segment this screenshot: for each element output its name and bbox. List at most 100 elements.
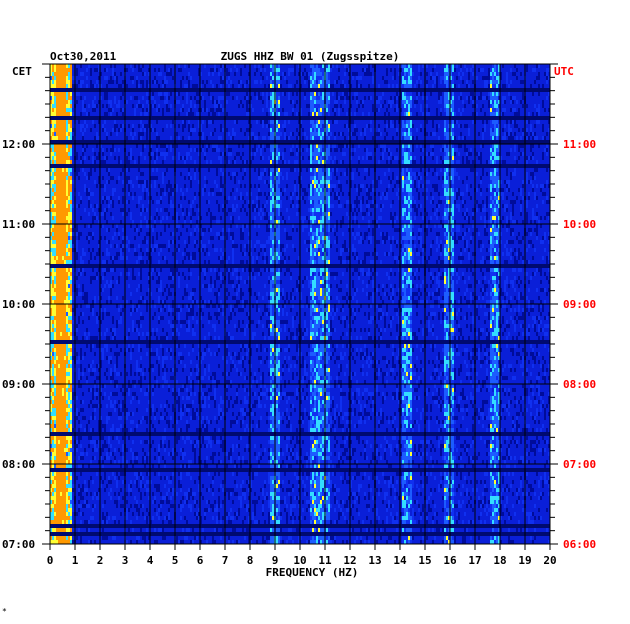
spectrogram-cell (218, 236, 220, 240)
spectrogram-cell (432, 152, 434, 156)
spectrogram-cell (70, 148, 72, 152)
spectrogram-cell (318, 256, 320, 260)
spectrogram-cell (368, 220, 370, 224)
spectrogram-cell (430, 200, 432, 204)
spectrogram-cell (488, 160, 490, 164)
spectrogram-cell (50, 72, 52, 76)
spectrogram-cell (340, 84, 342, 88)
spectrogram-cell (156, 176, 158, 180)
spectrogram-cell (276, 204, 278, 208)
spectrogram-cell (472, 64, 474, 68)
spectrogram-cell (118, 156, 120, 160)
spectrogram-cell (452, 244, 454, 248)
spectrogram-cell (430, 248, 432, 252)
spectrogram-cell (134, 248, 136, 252)
spectrogram-cell (78, 232, 80, 236)
spectrogram-cell (336, 168, 338, 172)
spectrogram-cell (186, 244, 188, 248)
spectrogram-cell (176, 212, 178, 216)
spectrogram-cell (234, 208, 236, 212)
spectrogram-cell (312, 192, 314, 196)
spectrogram-cell (64, 196, 66, 200)
spectrogram-cell (398, 256, 400, 260)
spectrogram-cell (198, 92, 200, 96)
spectrogram-cell (146, 224, 148, 228)
spectrogram-cell (210, 236, 212, 240)
spectrogram-cell (310, 256, 312, 260)
spectrogram-cell (268, 144, 270, 148)
spectrogram-cell (358, 260, 360, 264)
spectrogram-cell (64, 104, 66, 108)
spectrogram-cell (450, 120, 452, 124)
spectrogram-cell (326, 200, 328, 204)
spectrogram-cell (50, 160, 52, 164)
spectrogram-cell (496, 96, 498, 100)
spectrogram-cell (226, 100, 228, 104)
spectrogram-cell (332, 204, 334, 208)
spectrogram-cell (172, 188, 174, 192)
spectrogram-cell (50, 148, 52, 152)
spectrogram-cell (326, 176, 328, 180)
spectrogram-cell (444, 192, 446, 196)
spectrogram-cell (436, 124, 438, 128)
spectrogram-cell (436, 240, 438, 244)
spectrogram-cell (66, 152, 68, 156)
spectrogram-cell (492, 180, 494, 184)
spectrogram-cell (312, 228, 314, 232)
spectrogram-cell (216, 68, 218, 72)
spectrogram-cell (54, 136, 56, 140)
spectrogram-cell (450, 252, 452, 256)
spectrogram-cell (408, 252, 410, 256)
spectrogram-cell (326, 220, 328, 224)
spectrogram-cell (468, 152, 470, 156)
spectrogram-cell (406, 68, 408, 72)
spectrogram-cell (320, 208, 322, 212)
spectrogram-cell (356, 204, 358, 208)
spectrogram-cell (54, 152, 56, 156)
spectrogram-cell (402, 80, 404, 84)
spectrogram-cell (310, 84, 312, 88)
spectrogram-cell (54, 232, 56, 236)
spectrogram-cell (314, 152, 316, 156)
spectrogram-cell (150, 256, 152, 260)
spectrogram-cell (314, 160, 316, 164)
spectrogram-cell (204, 252, 206, 256)
spectrogram-cell (458, 108, 460, 112)
spectrogram-cell (62, 108, 64, 112)
spectrogram-cell (316, 180, 318, 184)
spectrogram-cell (460, 92, 462, 96)
spectrogram-cell (436, 172, 438, 176)
spectrogram-cell (358, 84, 360, 88)
spectrogram-cell (70, 172, 72, 176)
spectrogram-cell (392, 84, 394, 88)
spectrogram-cell (140, 220, 142, 224)
spectrogram-cell (96, 184, 98, 188)
spectrogram-cell (154, 180, 156, 184)
spectrogram-cell (152, 200, 154, 204)
spectrogram-cell (448, 224, 450, 228)
spectrogram-cell (312, 128, 314, 132)
spectrogram-cell (214, 104, 216, 108)
spectrogram-cell (314, 68, 316, 72)
spectrogram-cell (398, 160, 400, 164)
spectrogram-cell (54, 148, 56, 152)
spectrogram-cell (104, 236, 106, 240)
spectrogram-cell (452, 80, 454, 84)
spectrogram-cell (262, 204, 264, 208)
spectrogram-cell (164, 152, 166, 156)
spectrogram-cell (468, 248, 470, 252)
spectrogram-cell (80, 256, 82, 260)
spectrogram-cell (318, 260, 320, 264)
spectrogram-cell (188, 84, 190, 88)
spectrogram-cell (420, 160, 422, 164)
spectrogram-cell (506, 260, 508, 264)
spectrogram-cell (278, 104, 280, 108)
spectrogram-cell (542, 128, 544, 132)
spectrogram-cell (340, 248, 342, 252)
spectrogram-cell (348, 192, 350, 196)
spectrogram-cell (276, 176, 278, 180)
spectrogram-cell (132, 196, 134, 200)
spectrogram-cell (396, 96, 398, 100)
spectrogram-cell (98, 120, 100, 124)
spectrogram-cell (498, 160, 500, 164)
